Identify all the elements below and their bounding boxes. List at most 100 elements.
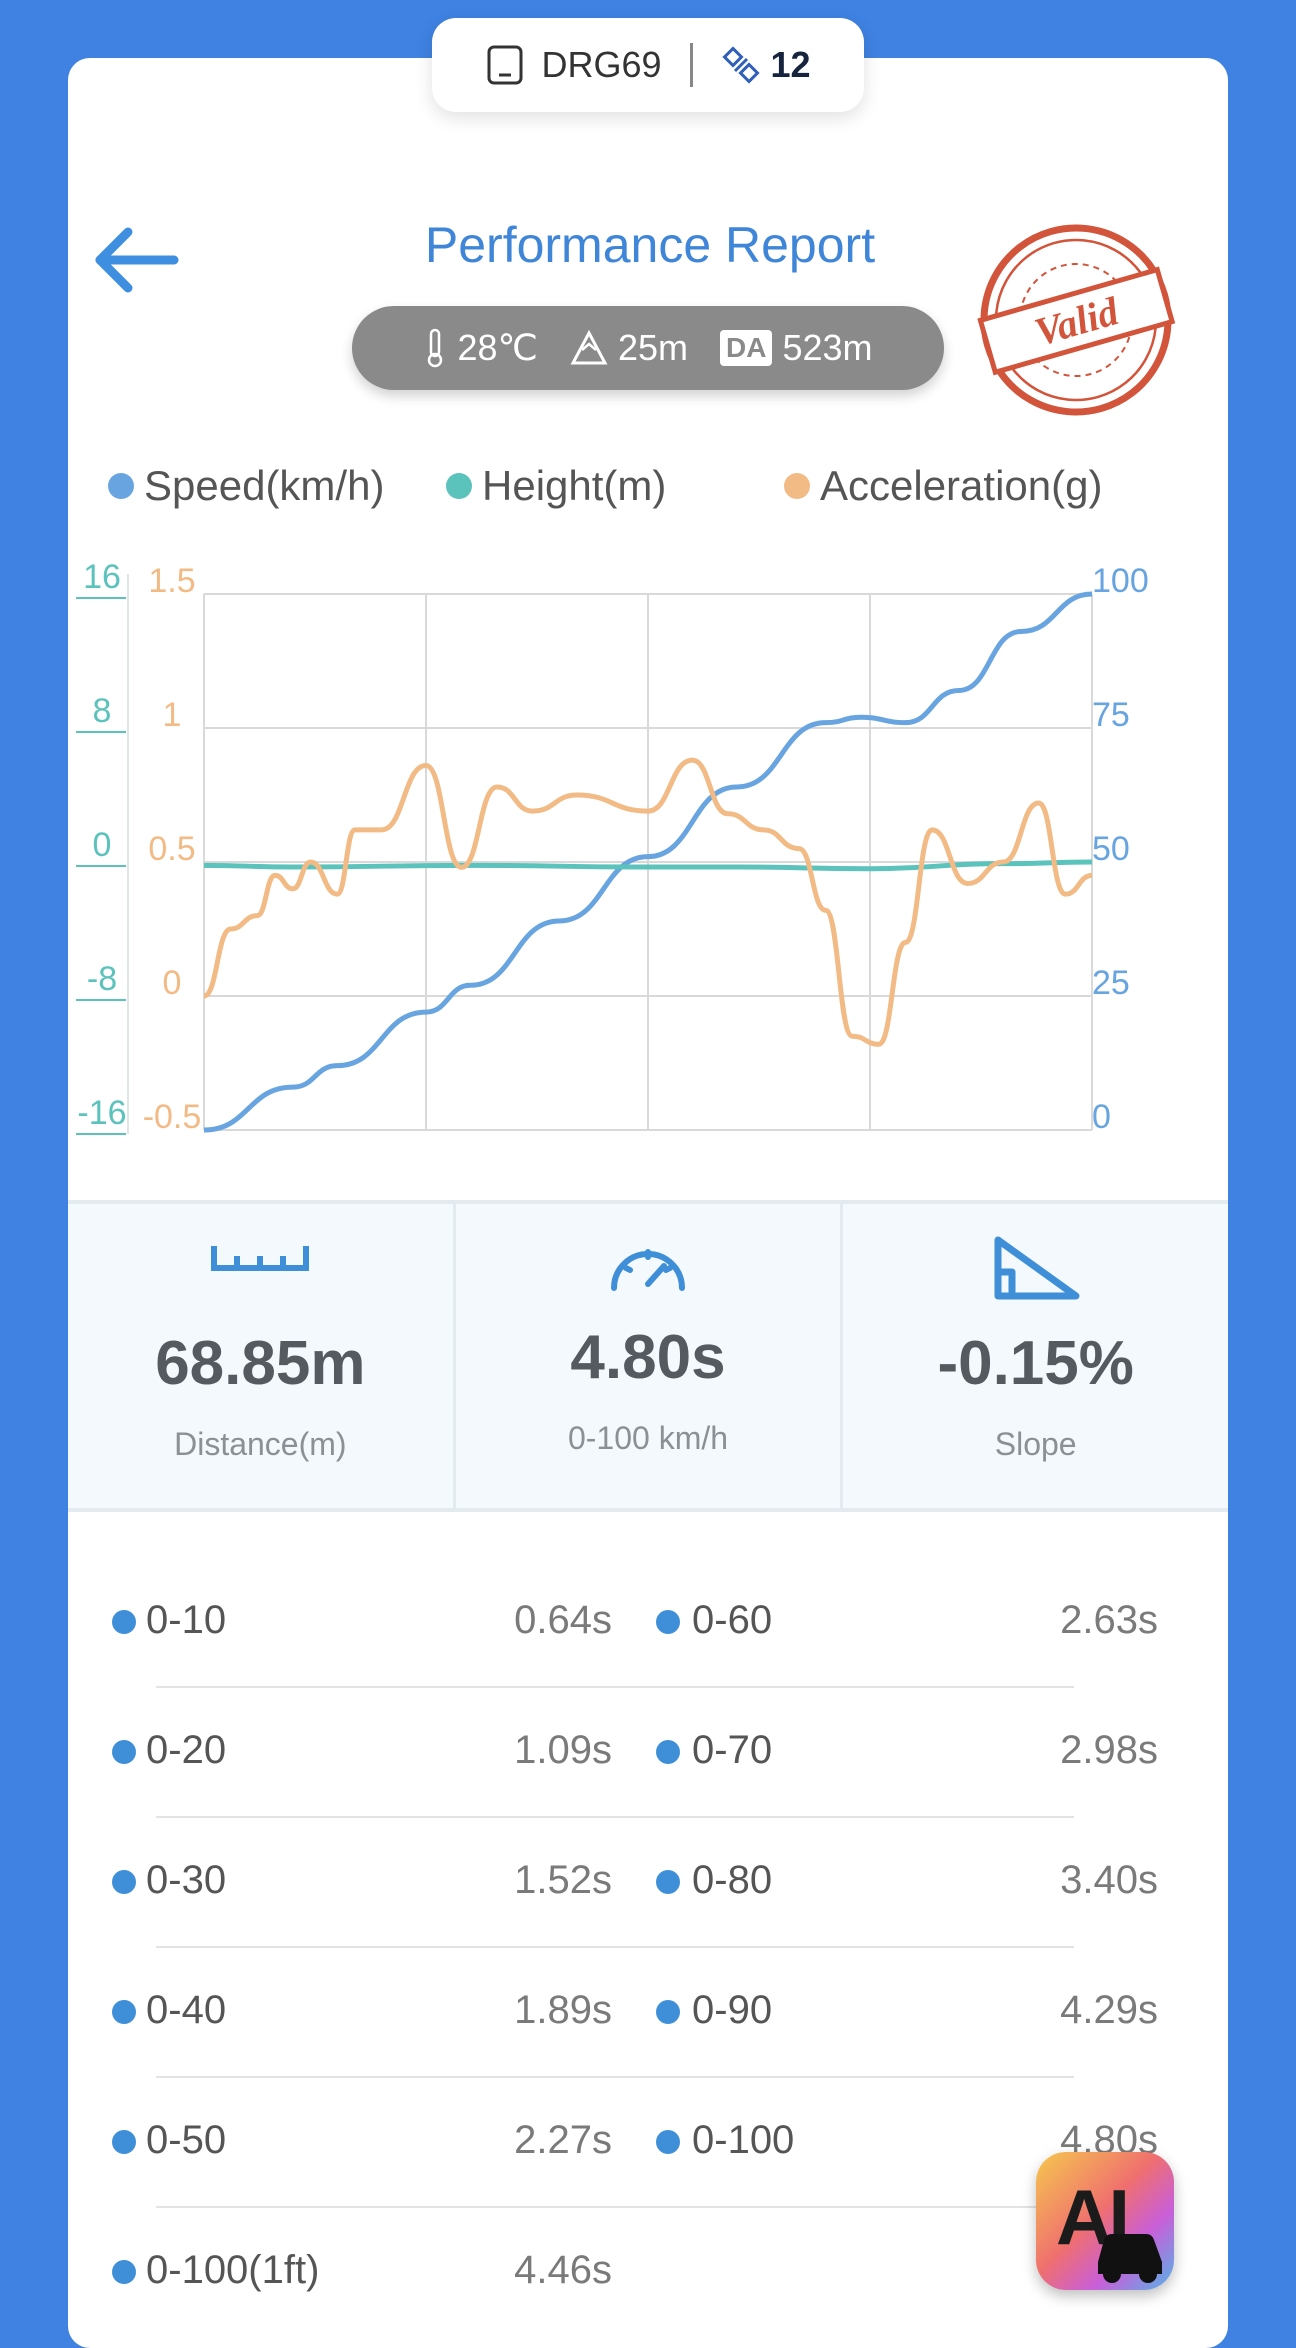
- bullet-dot: [112, 2000, 136, 2024]
- legend-label: Speed(km/h): [144, 462, 385, 509]
- split-time: 2.63s: [1060, 1598, 1158, 1642]
- row-divider: [156, 1816, 1074, 1818]
- legend-height: Height(m): [446, 462, 666, 510]
- stat-value: 4.80s: [570, 1323, 726, 1392]
- accel-tick-label: -0.5: [143, 1098, 202, 1136]
- satellite-icon: [721, 46, 760, 84]
- acceleration-series-line: [202, 757, 1093, 1047]
- mountain-icon: [570, 330, 608, 365]
- accel-tick-label: 1.5: [148, 562, 195, 600]
- legend-acceleration: Acceleration(g): [784, 462, 1102, 510]
- split-time: 0.64s: [514, 1598, 612, 1642]
- back-button[interactable]: [92, 224, 182, 296]
- row-divider: [156, 2076, 1074, 2078]
- ruler-icon: [211, 1246, 310, 1271]
- stats-panel: 68.85m Distance(m) 4.80s 0-100 km/h -0.1…: [68, 1200, 1228, 1512]
- temperature-value: 28℃: [457, 327, 538, 368]
- stat-label: Distance(m): [174, 1426, 347, 1462]
- split-label: 0-100(1ft): [146, 2248, 320, 2292]
- ai-assistant-button[interactable]: AI: [1036, 2152, 1174, 2290]
- split-label: 0-80: [692, 1858, 773, 1902]
- split-label: 0-40: [146, 1988, 227, 2032]
- density-altitude: DA 523m: [720, 327, 873, 369]
- legend-label: Height(m): [482, 462, 667, 509]
- performance-chart: 16 8 0 -8 -16 1.5 1 0.5 0 -0.5 100 75 50 25 0: [76, 558, 1149, 1136]
- bullet-dot: [112, 1740, 136, 1764]
- split-time: 1.52s: [514, 1858, 612, 1902]
- split-label: 0-50: [146, 2118, 227, 2162]
- divider: [689, 43, 693, 87]
- bullet-dot: [656, 1870, 680, 1894]
- bullet-dot: [656, 1740, 680, 1764]
- speed-tick-label: 25: [1092, 964, 1130, 1002]
- split-label: 0-20: [146, 1728, 227, 1772]
- bullet-dot: [112, 2130, 136, 2154]
- stat-value: 68.85m: [155, 1329, 366, 1398]
- split-row: 0-20 1.09s 0-70 2.98s: [0, 1724, 1296, 1784]
- split-label: 0-10: [146, 1598, 227, 1642]
- environment-pill: 28℃ 25m DA 523m: [352, 306, 944, 390]
- arrow-left-icon: [95, 227, 179, 293]
- height-tick-label: -16: [77, 1094, 126, 1132]
- stat-slope: -0.15% Slope: [843, 1204, 1228, 1508]
- stat-label: 0-100 km/h: [567, 1420, 729, 1456]
- legend-speed: Speed(km/h): [108, 462, 384, 510]
- split-time: 1.09s: [514, 1728, 612, 1772]
- split-time: 4.46s: [514, 2248, 612, 2292]
- stat-value: -0.15%: [937, 1329, 1134, 1398]
- slope-icon: [994, 1236, 1080, 1300]
- row-divider: [156, 1946, 1074, 1948]
- split-label: 0-100: [692, 2118, 795, 2162]
- device-icon: [487, 45, 523, 85]
- split-row: 0-40 1.89s 0-90 4.29s: [0, 1984, 1296, 2044]
- split-row: 0-100(1ft) 4.46s: [0, 2244, 1296, 2304]
- split-label: 0-60: [692, 1598, 773, 1642]
- height-tick-label: 0: [93, 826, 112, 864]
- row-divider: [156, 2206, 1074, 2208]
- chart-grid: [127, 574, 1093, 1134]
- da-value: 523m: [782, 327, 873, 368]
- speed-tick-label: 50: [1092, 830, 1130, 868]
- height-tick-label: 8: [93, 692, 112, 730]
- speed-tick-label: 100: [1092, 562, 1149, 600]
- split-time: 3.40s: [1060, 1858, 1158, 1902]
- accel-tick-label: 1: [163, 696, 182, 734]
- device-status-pill[interactable]: DRG69 12: [432, 18, 864, 112]
- legend-dot: [784, 473, 810, 499]
- split-time: 2.27s: [514, 2118, 612, 2162]
- row-divider: [156, 1686, 1074, 1688]
- satellite-count: 12: [770, 44, 811, 85]
- chart-lines: [202, 591, 1093, 1133]
- page-title: Performance Report: [424, 217, 876, 273]
- split-label: 0-90: [692, 1988, 773, 2032]
- speed-tick-label: 0: [1092, 1098, 1111, 1136]
- bullet-dot: [112, 1870, 136, 1894]
- stat-acceleration-time: 4.80s 0-100 km/h: [456, 1204, 844, 1508]
- da-badge: DA: [720, 330, 773, 366]
- speedometer-icon: [611, 1249, 685, 1291]
- split-time: 2.98s: [1060, 1728, 1158, 1772]
- split-row: 0-10 0.64s 0-60 2.63s: [0, 1594, 1296, 1654]
- bullet-dot: [656, 1610, 680, 1634]
- split-label: 0-30: [146, 1858, 227, 1902]
- split-time: 4.29s: [1060, 1988, 1158, 2032]
- accel-tick-label: 0: [163, 964, 182, 1002]
- height-tick-label: -8: [87, 960, 117, 998]
- bullet-dot: [112, 1610, 136, 1634]
- altitude: 25m: [570, 327, 688, 369]
- temperature: 28℃: [423, 327, 538, 369]
- legend-dot: [108, 473, 134, 499]
- bullet-dot: [656, 2130, 680, 2154]
- split-label: 0-70: [692, 1728, 773, 1772]
- speed-series-line: [203, 591, 1093, 1133]
- bullet-dot: [656, 2000, 680, 2024]
- speed-tick-label: 75: [1092, 696, 1130, 734]
- split-time: 1.89s: [514, 1988, 612, 2032]
- chart-ticks: 16 8 0 -8 -16 1.5 1 0.5 0 -0.5 100 75 50 25 0: [76, 558, 1149, 1136]
- accel-tick-label: 0.5: [148, 830, 195, 868]
- bullet-dot: [112, 2260, 136, 2284]
- height-series-line: [203, 859, 1093, 872]
- thermometer-icon: [428, 328, 443, 368]
- car-icon: [1098, 2234, 1162, 2283]
- stat-label: Slope: [994, 1426, 1077, 1462]
